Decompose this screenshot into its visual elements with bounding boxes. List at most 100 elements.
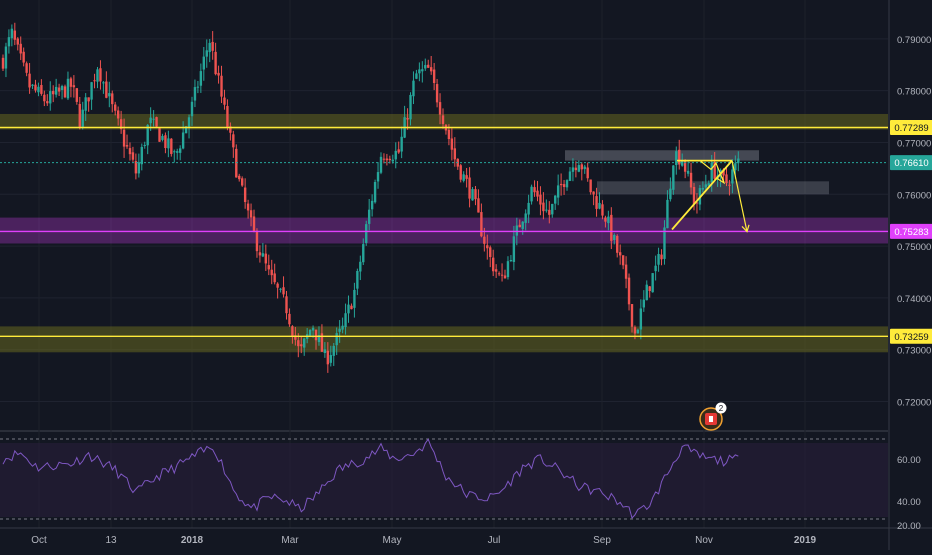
candle-body <box>592 191 595 195</box>
candle-body <box>90 82 93 100</box>
candle-body <box>7 37 11 47</box>
candle-body <box>297 340 300 347</box>
x-tick-label: Nov <box>695 535 713 546</box>
y-tick-label: 0.77000 <box>897 138 931 149</box>
triangle-bottom-line <box>671 160 733 231</box>
candle-body <box>34 84 37 91</box>
candle-body <box>409 94 412 120</box>
x-tick-label: Mar <box>281 535 299 546</box>
candle-body <box>503 275 507 279</box>
candle-body <box>87 97 90 102</box>
candle-body <box>500 274 504 276</box>
candle-body <box>542 202 545 212</box>
price-label: 0.75283 <box>894 227 928 238</box>
arrow-head <box>741 224 750 233</box>
candle-body <box>317 335 321 343</box>
candle-body <box>548 209 551 215</box>
candle-body <box>43 94 46 102</box>
candle-body <box>613 234 616 241</box>
x-tick-label: 13 <box>105 535 117 546</box>
candle-body <box>595 196 598 209</box>
candle-body <box>737 158 740 164</box>
candle-body <box>365 224 368 243</box>
candle-body <box>96 69 99 82</box>
rsi-band <box>0 443 888 517</box>
candle-body <box>54 86 58 95</box>
candle-body <box>731 169 734 184</box>
candle-body <box>261 253 265 257</box>
price-label-bg <box>890 119 932 135</box>
candle-body <box>347 304 350 314</box>
candle-body <box>187 117 191 128</box>
candle-body <box>249 210 253 218</box>
candle-body <box>412 80 415 97</box>
candle-body <box>288 313 291 325</box>
candle-body <box>108 93 111 97</box>
candle-body <box>686 170 690 174</box>
candle-body <box>480 212 483 237</box>
candle-body <box>10 28 14 39</box>
rsi-line <box>2 438 739 519</box>
candle-body <box>72 85 76 88</box>
y-tick-label: 0.72000 <box>897 398 931 409</box>
candle-body <box>559 183 563 186</box>
candle-body <box>462 174 465 181</box>
candle-body <box>49 91 52 104</box>
candle-body <box>134 161 138 174</box>
x-tick-label: May <box>383 535 402 546</box>
candle-body <box>294 335 297 340</box>
candle-body <box>235 148 238 178</box>
candle-body <box>654 265 657 272</box>
y-tick-label: 0.74000 <box>897 294 931 305</box>
candle-body <box>610 214 613 241</box>
candle-body <box>586 167 589 179</box>
candle-body <box>205 50 208 57</box>
candle-body <box>300 344 303 347</box>
projected-down-arrow <box>731 160 748 232</box>
candle-body <box>1 57 5 69</box>
horizontal-levels <box>0 126 888 337</box>
candle-body <box>81 109 84 127</box>
candle-body <box>477 198 480 213</box>
pane-separator <box>0 430 888 432</box>
y-tick-label: 0.75000 <box>897 242 931 253</box>
candle-body <box>4 46 8 69</box>
candle-body <box>565 180 569 188</box>
candle-body <box>52 91 55 95</box>
candle-body <box>515 225 519 236</box>
candle-body <box>669 188 672 200</box>
candle-body <box>267 265 270 270</box>
candle-body <box>704 184 708 188</box>
candle-body <box>329 355 332 363</box>
candle-body <box>577 165 581 172</box>
candle-body <box>341 325 344 330</box>
pattern-drawings <box>671 159 750 233</box>
candle-body <box>400 136 403 152</box>
candle-body <box>468 177 471 199</box>
candle-body <box>657 253 660 265</box>
candle-body <box>568 171 572 181</box>
candle-body <box>376 172 380 182</box>
candle-body <box>164 135 167 149</box>
candle-body <box>208 42 211 53</box>
candle-body <box>554 195 557 204</box>
candle-body <box>140 146 143 165</box>
candle-body <box>536 190 539 197</box>
candle-body <box>453 148 457 160</box>
price-label: 0.76610 <box>894 158 928 169</box>
candle-body <box>521 221 524 229</box>
candle-body <box>13 30 17 40</box>
candle-body <box>246 203 250 211</box>
candle-body <box>273 273 276 283</box>
projected-zigzag <box>699 160 725 184</box>
event-badge[interactable]: 2 <box>699 402 727 431</box>
candle-body <box>240 178 244 186</box>
candle-body <box>474 189 477 200</box>
candle-body <box>282 287 285 295</box>
candle-body <box>695 202 699 204</box>
candle-body <box>155 117 158 127</box>
y-tick-label: 0.73000 <box>897 346 931 357</box>
candle-body <box>338 328 341 332</box>
